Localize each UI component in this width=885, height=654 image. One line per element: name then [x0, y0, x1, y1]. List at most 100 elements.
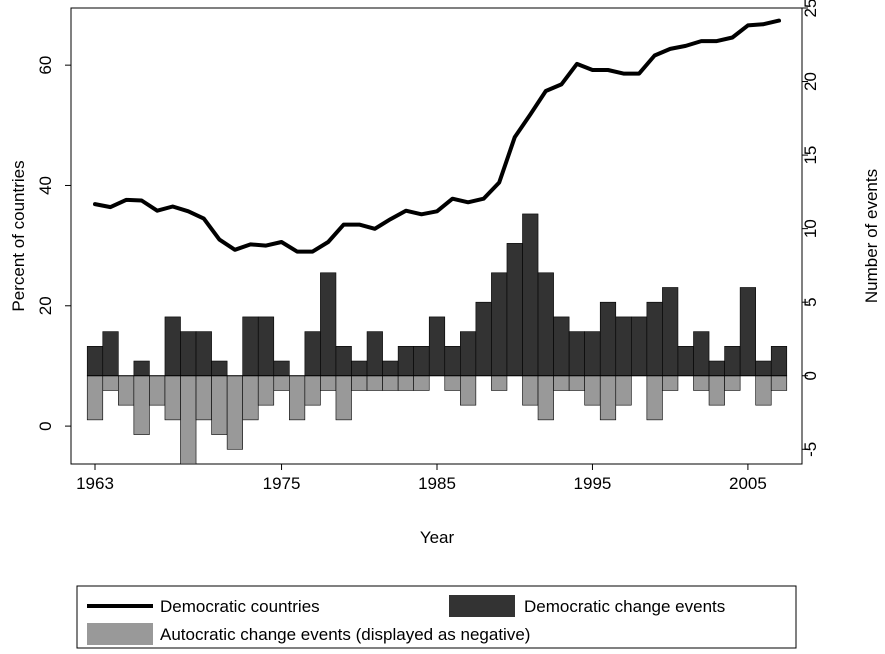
democratic-change-bar-2004: [724, 346, 741, 377]
left-tick-label-40: 40: [36, 176, 55, 195]
democratic-change-bar-1994: [568, 331, 585, 377]
autocratic-change-bar-1965: [118, 375, 135, 406]
autocratic-change-bar-1970: [195, 375, 212, 421]
legend-label-democratic-countries: Democratic countries: [160, 597, 320, 616]
autocratic-change-bar-2007: [770, 375, 788, 391]
autocratic-change-bar-1981: [366, 375, 383, 391]
right-tick-label-15: 15: [801, 146, 820, 165]
autocratic-change-bar-2000: [662, 375, 679, 391]
democratic-countries-line: [93, 18, 781, 254]
autocratic-change-bar-1980: [351, 375, 368, 391]
democratic-change-bar-2006: [755, 360, 772, 377]
right-tick-label-25: 25: [801, 0, 820, 17]
democratic-change-bar-1973: [242, 316, 259, 377]
democratic-change-bar-1971: [211, 360, 228, 377]
legend-box: [76, 585, 797, 649]
democratic-change-bar-1985: [428, 316, 446, 377]
right-tick-label-5: 5: [801, 297, 820, 306]
autocratic-change-bar-1969: [180, 375, 197, 465]
democratic-change-bar-1988: [475, 301, 492, 377]
autocratic-change-bar-1999: [646, 375, 663, 421]
autocratic-change-bar-1977: [304, 375, 321, 406]
democratic-change-bar-1990: [506, 243, 523, 377]
democratic-change-bar-2007: [770, 346, 788, 377]
autocratic-change-bar-1978: [320, 375, 337, 391]
autocratic-change-bar-2004: [724, 375, 741, 391]
autocratic-change-bar-1997: [615, 375, 632, 406]
democratic-change-bar-1983: [397, 346, 414, 377]
democratic-change-bar-1995: [584, 331, 601, 377]
democratic-change-bar-1992: [537, 272, 554, 377]
autocratic-change-bar-1995: [584, 375, 601, 406]
autocratic-change-bar-1982: [382, 375, 399, 391]
x-tick-label-1963: 1963: [76, 474, 114, 493]
y-axis-left-title: Percent of countries: [9, 160, 28, 311]
autocratic-change-bar-1976: [289, 375, 306, 421]
democratic-change-bar-1996: [599, 301, 617, 377]
democratic-change-bar-1993: [553, 316, 570, 377]
autocratic-change-bar-1972: [226, 375, 243, 450]
democratic-change-bar-2001: [677, 346, 694, 377]
legend-swatch-democratic-change: [449, 595, 515, 617]
x-tick-label-1985: 1985: [418, 474, 456, 493]
left-tick-label-0: 0: [36, 421, 55, 430]
democratic-change-bar-1975: [273, 360, 290, 377]
autocratic-change-bar-1979: [335, 375, 352, 421]
democratic-change-bar-1982: [382, 360, 399, 377]
democratic-change-bar-1997: [615, 316, 632, 377]
right-axis: -5 0 5 10 15 20 25: [801, 0, 820, 457]
left-axis: 0 20 40 60: [36, 56, 71, 431]
democratic-change-bar-1974: [257, 316, 275, 377]
autocratic-change-bar-1975: [273, 375, 290, 391]
democratic-change-bar-1984: [413, 346, 430, 377]
democratic-change-bar-1978: [320, 272, 337, 377]
democratic-change-bar-2000: [662, 287, 679, 377]
autocratic-change-bar-1983: [397, 375, 414, 391]
democratic-change-bar-1970: [195, 331, 212, 377]
x-tick-label-1995: 1995: [574, 474, 612, 493]
autocratic-change-bar-1996: [599, 375, 617, 421]
autocratic-change-bar-1992: [537, 375, 554, 421]
democratic-change-bar-1969: [180, 331, 197, 377]
autocratic-change-bar-1994: [568, 375, 585, 391]
right-tick-label-20: 20: [801, 72, 820, 91]
y-axis-right-title: Number of events: [862, 169, 881, 303]
autocratic-change-bar-2003: [708, 375, 725, 406]
autocratic-change-bar-1974: [257, 375, 275, 406]
right-tick-label--5: -5: [801, 442, 820, 457]
autocratic-change-bar-2006: [755, 375, 772, 406]
legend-label-democratic-change: Democratic change events: [524, 597, 725, 616]
autocratic-change-bar-1971: [211, 375, 228, 435]
legend-label-autocratic-change: Autocratic change events (displayed as n…: [160, 625, 530, 644]
autocratic-change-bar-1964: [102, 375, 119, 391]
democratic-change-bar-1980: [351, 360, 368, 377]
x-axis-title: Year: [420, 528, 455, 547]
autocratic-change-bar-1986: [444, 375, 461, 391]
democratic-change-bar-1987: [460, 331, 477, 377]
autocratic-change-bar-1963: [86, 375, 104, 421]
left-tick-label-60: 60: [36, 56, 55, 75]
democratic-change-bar-2002: [693, 331, 710, 377]
autocratic-change-bar-1968: [164, 375, 181, 421]
democratic-change-bar-1963: [86, 346, 104, 377]
democratic-change-bar-1968: [164, 316, 181, 377]
right-tick-label-0: 0: [801, 371, 820, 380]
x-axis: 1963 1975 1985 1995 2005: [76, 464, 767, 493]
autocratic-change-bar-1984: [413, 375, 430, 391]
x-tick-label-2005: 2005: [729, 474, 767, 493]
autocratic-change-bar-1973: [242, 375, 259, 421]
legend-swatch-autocratic-change: [87, 623, 153, 645]
democratic-change-bar-1989: [491, 272, 508, 377]
autocratic-change-bars: [86, 375, 788, 465]
autocratic-change-bar-2002: [693, 375, 710, 391]
autocratic-change-bar-1991: [522, 375, 539, 406]
autocratic-change-bar-1987: [460, 375, 477, 406]
legend: Democratic countries Democratic change e…: [76, 585, 797, 649]
autocratic-change-bar-1989: [491, 375, 508, 391]
democratic-change-bar-1979: [335, 346, 352, 377]
democratic-change-bar-1964: [102, 331, 119, 377]
autocratic-change-bar-1966: [133, 375, 150, 435]
democratic-change-bar-1966: [133, 360, 150, 377]
democratic-change-bar-1986: [444, 346, 461, 377]
